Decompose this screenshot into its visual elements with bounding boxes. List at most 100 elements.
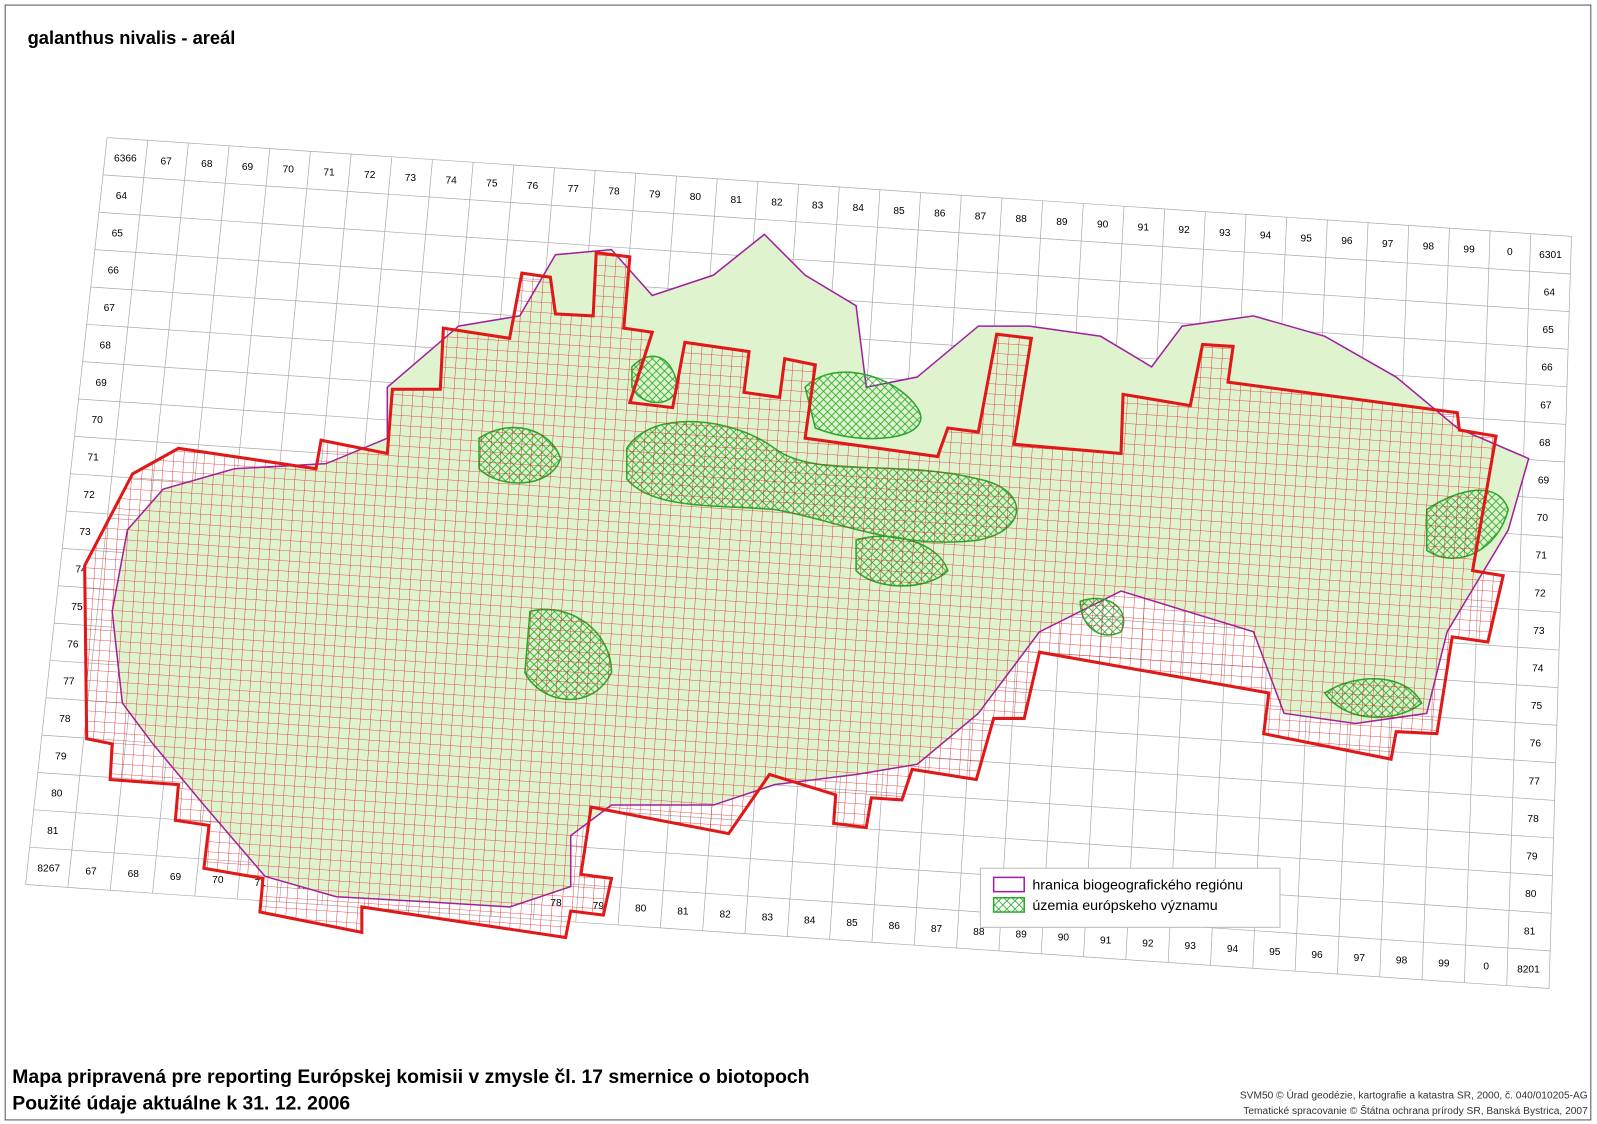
legend: hranica biogeografického regiónu územia … [979, 867, 1281, 928]
grid-label: 71 [323, 167, 335, 178]
grid-label: 95 [1269, 947, 1281, 958]
grid-label: 83 [812, 200, 824, 211]
grid-label: 8201 [1517, 964, 1540, 975]
legend-swatch [992, 897, 1025, 913]
grid-label: 82 [720, 910, 732, 921]
grid-label: 86 [934, 209, 946, 220]
grid-label: 82 [771, 198, 783, 209]
grid-label: 79 [649, 189, 661, 200]
legend-label: územia európskeho významu [1032, 898, 1217, 914]
grid-label: 69 [1538, 476, 1550, 487]
grid-label: 96 [1341, 236, 1353, 247]
grid-label: 76 [67, 639, 79, 650]
grid-label: 88 [973, 927, 985, 938]
grid-label: 65 [112, 228, 124, 239]
grid-label: 89 [1015, 930, 1027, 941]
grid-label: 93 [1219, 228, 1231, 239]
grid-label: 6366 [114, 154, 137, 165]
grid-label: 81 [730, 195, 742, 206]
grid-label: 76 [527, 181, 539, 192]
grid-label: 68 [201, 159, 213, 170]
grid-label: 99 [1463, 244, 1475, 255]
grid-label: 75 [1531, 701, 1543, 712]
grid-label: 70 [283, 165, 295, 176]
grid-label: 71 [254, 878, 266, 889]
grid-label: 86 [889, 921, 901, 932]
grid-label: 85 [846, 918, 858, 929]
grid-label: 94 [1260, 231, 1272, 242]
grid-label: 81 [47, 826, 59, 837]
grid-label: 69 [170, 872, 182, 883]
grid-label: 72 [364, 170, 376, 181]
grid-label: 8267 [37, 863, 60, 874]
grid-label: 68 [100, 340, 112, 351]
legend-label: hranica biogeografického regiónu [1032, 878, 1243, 894]
grid-label: 75 [486, 178, 498, 189]
species-range [83, 251, 1506, 940]
legend-swatch [992, 876, 1025, 893]
grid-label: 0 [1483, 961, 1489, 972]
grid-label: 67 [1540, 400, 1552, 411]
grid-label: 87 [975, 211, 987, 222]
legend-box [979, 867, 1281, 928]
grid-label: 83 [762, 912, 774, 923]
footer-line: Použité údaje aktuálne k 31. 12. 2006 [12, 1093, 350, 1115]
grid-label: 67 [104, 303, 116, 314]
grid-label: 77 [568, 184, 580, 195]
grid-label: 78 [59, 714, 71, 725]
grid-label: 93 [1185, 941, 1197, 952]
grid-label: 67 [160, 156, 172, 167]
grid-label: 81 [677, 907, 689, 918]
grid-label: 67 [85, 866, 97, 877]
grid-label: 72 [83, 490, 95, 501]
grid-label: 78 [1527, 814, 1539, 825]
grid-label: 0 [1507, 247, 1513, 258]
grid-label: 79 [1526, 852, 1538, 863]
grid-line [98, 211, 1570, 312]
grid-label: 90 [1058, 933, 1070, 944]
grid-label: 80 [690, 192, 702, 203]
grid-label: 73 [1533, 626, 1545, 637]
grid-label: 94 [1227, 944, 1239, 955]
grid-label: 68 [128, 869, 140, 880]
grid-label: 84 [804, 915, 816, 926]
grid-label: 78 [608, 187, 620, 198]
grid-label: 64 [116, 191, 128, 202]
grid-label: 69 [242, 162, 254, 173]
grid-label: 74 [75, 565, 87, 576]
grid-label: 68 [1539, 438, 1551, 449]
grid-label: 80 [635, 904, 647, 915]
grid-label: 92 [1142, 938, 1154, 949]
grid-label: 70 [91, 415, 103, 426]
grid-line [102, 174, 1571, 275]
grid-label: 79 [55, 751, 67, 762]
grid-label: 71 [1536, 551, 1548, 562]
grid-label: 92 [1178, 225, 1190, 236]
grid-line [107, 137, 1572, 237]
credit: Tematické spracovanie © Štátna ochrana p… [1243, 1104, 1588, 1117]
grid-label: 75 [71, 602, 83, 613]
grid-label: 74 [445, 176, 457, 187]
grid-label: 98 [1423, 242, 1435, 253]
grid-label: 74 [1532, 664, 1544, 675]
grid-label: 90 [1097, 220, 1109, 231]
grid-label: 71 [87, 453, 99, 464]
grid-label: 70 [1537, 513, 1549, 524]
grid-label: 65 [1543, 325, 1555, 336]
grid-label: 98 [1396, 956, 1408, 967]
grid-label: 80 [51, 789, 63, 800]
grid-label: 88 [1016, 214, 1028, 225]
grid-label: 89 [1056, 217, 1068, 228]
grid-label: 91 [1100, 935, 1112, 946]
map-title: galanthus nivalis - areál [28, 27, 236, 48]
grid-label: 72 [1534, 588, 1546, 599]
credit: SVM50 © Úrad geodézie, kartografie a kat… [1240, 1089, 1588, 1102]
grid-label: 97 [1382, 239, 1394, 250]
grid-label: 85 [893, 206, 905, 217]
grid-label: 87 [931, 924, 943, 935]
grid-label: 80 [1525, 889, 1537, 900]
grid-label: 6301 [1539, 250, 1562, 261]
grid-label: 66 [1541, 363, 1553, 374]
